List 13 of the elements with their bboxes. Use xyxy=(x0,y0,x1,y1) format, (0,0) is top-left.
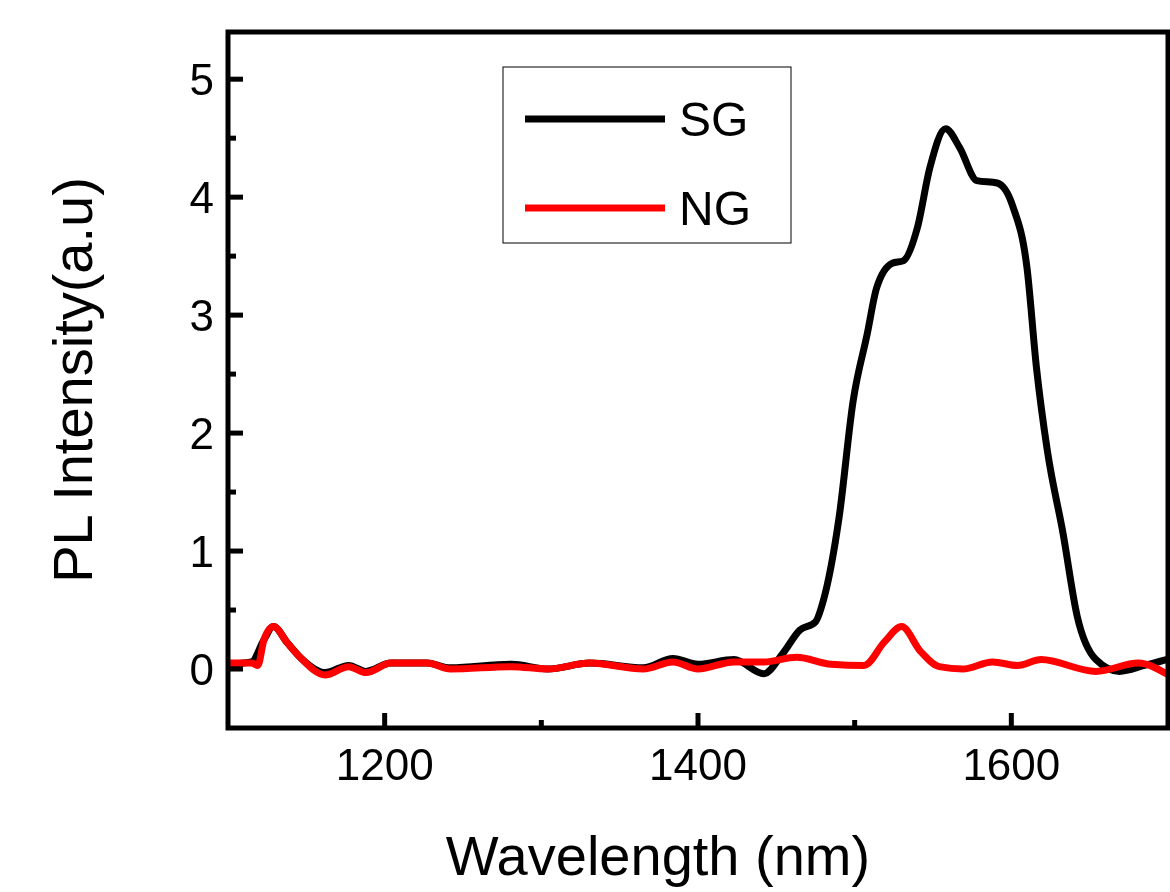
y-tick-label: 5 xyxy=(189,55,214,105)
y-axis-title: PL Intensity(a.u) xyxy=(41,177,104,583)
legend-label: NG xyxy=(679,182,751,236)
y-tick-label: 4 xyxy=(189,172,214,222)
x-tick-label: 1200 xyxy=(335,740,434,789)
x-tick-label: 1400 xyxy=(649,740,747,789)
x-tick-label: 1600 xyxy=(962,740,1061,789)
y-tick-label: 3 xyxy=(189,290,214,340)
y-tick-label: 2 xyxy=(189,408,214,458)
y-tick-label: 0 xyxy=(189,644,214,694)
y-tick-label: 1 xyxy=(189,526,214,576)
legend-label: SG xyxy=(679,93,749,147)
x-axis-title: Wavelength (nm) xyxy=(445,824,871,887)
